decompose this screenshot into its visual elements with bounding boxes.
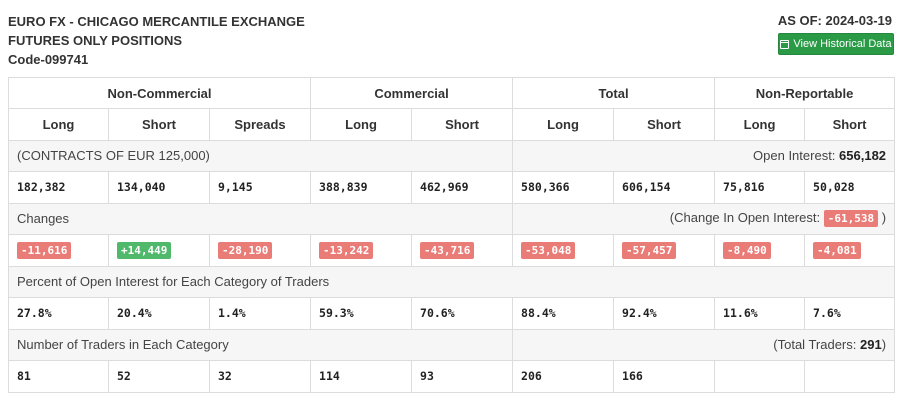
total-traders-close: ) <box>881 337 887 353</box>
table-cell: 9,145 <box>208 171 312 204</box>
change-badge: -4,081 <box>813 241 861 259</box>
col-header: Short <box>804 108 896 141</box>
change-open-interest: (Change In Open Interest: -61,538 ) <box>512 202 896 235</box>
change-badge: -43,716 <box>420 241 475 259</box>
col-header: Long <box>714 108 806 141</box>
col-header: Short <box>108 108 210 141</box>
col-header: Long <box>8 108 109 141</box>
group-noncommercial: Non-Commercial <box>7 77 312 109</box>
table-cell: -43,716 <box>411 234 514 267</box>
changes-section-row: Changes (Change In Open Interest: -61,53… <box>7 202 896 235</box>
traders-row: 81 52 32 114 93 206 166 <box>8 360 896 393</box>
table-cell: 388,839 <box>310 171 413 204</box>
traders-label: Number of Traders in Each Category <box>7 328 514 361</box>
changes-row: -11,616 +14,449 -28,190 -13,242 -43,716 … <box>8 234 896 267</box>
group-total: Total <box>512 77 716 109</box>
table-cell: 114 <box>310 360 413 393</box>
table-cell: 27.8% <box>8 297 109 330</box>
contract-code: Code-099741 <box>8 52 89 67</box>
table-cell <box>714 360 806 393</box>
table-cell: 52 <box>108 360 210 393</box>
title-line-1: EURO FX - CHICAGO MERCANTILE EXCHANGE <box>8 14 305 29</box>
table-cell: -53,048 <box>512 234 615 267</box>
table-cell: 580,366 <box>512 171 615 204</box>
table-cell: -13,242 <box>310 234 413 267</box>
change-badge: -28,190 <box>218 241 273 259</box>
total-traders-value: 291 <box>860 337 882 353</box>
change-badge: -11,616 <box>17 241 72 259</box>
positions-row: 182,382 134,040 9,145 388,839 462,969 58… <box>8 171 896 204</box>
group-commercial: Commercial <box>310 77 514 109</box>
change-oi-badge: -61,538 <box>823 210 879 228</box>
table-cell: 20.4% <box>108 297 210 330</box>
table-cell: -8,490 <box>714 234 806 267</box>
table-cell: 182,382 <box>8 171 109 204</box>
table-cell: 134,040 <box>108 171 210 204</box>
open-interest-value: 656,182 <box>839 148 887 164</box>
col-header: Short <box>613 108 716 141</box>
change-badge: -53,048 <box>521 241 576 259</box>
change-badge: -13,242 <box>319 241 374 259</box>
change-badge: -57,457 <box>622 241 677 259</box>
as-of-date: AS OF: 2024-03-19 <box>777 13 892 28</box>
table-cell: 93 <box>411 360 514 393</box>
col-header: Long <box>310 108 413 141</box>
changes-label: Changes <box>7 202 514 235</box>
open-interest-label: Open Interest: <box>753 148 836 164</box>
open-interest: Open Interest: 656,182 <box>512 139 896 172</box>
title-line-2: FUTURES ONLY POSITIONS <box>8 33 183 48</box>
table-cell: 70.6% <box>411 297 514 330</box>
report-header: EURO FX - CHICAGO MERCANTILE EXCHANGE FU… <box>0 0 900 76</box>
table-cell: -57,457 <box>613 234 716 267</box>
percent-section-row: Percent of Open Interest for Each Catego… <box>7 265 896 298</box>
report-title: EURO FX - CHICAGO MERCANTILE EXCHANGE FU… <box>8 12 305 69</box>
table-cell: 32 <box>208 360 312 393</box>
contracts-label: (CONTRACTS OF EUR 125,000) <box>7 139 514 172</box>
table-cell: -4,081 <box>804 234 896 267</box>
group-nonreportable: Non-Reportable <box>714 77 896 109</box>
table-cell <box>804 360 896 393</box>
total-traders-label: (Total Traders: <box>773 337 857 353</box>
table-cell: +14,449 <box>108 234 210 267</box>
table-cell: 206 <box>512 360 615 393</box>
table-cell: 92.4% <box>613 297 716 330</box>
table-cell: 59.3% <box>310 297 413 330</box>
table-cell: 606,154 <box>613 171 716 204</box>
table-cell: 50,028 <box>804 171 896 204</box>
traders-section-row: Number of Traders in Each Category (Tota… <box>7 328 896 361</box>
table-cell: 1.4% <box>208 297 312 330</box>
view-historical-data-label: View Historical Data <box>793 38 892 50</box>
total-traders: (Total Traders: 291) <box>512 328 896 361</box>
table-cell: 7.6% <box>804 297 896 330</box>
col-header: Long <box>512 108 615 141</box>
change-badge: -8,490 <box>723 241 771 259</box>
change-oi-close: ) <box>881 210 887 226</box>
col-header: Short <box>411 108 514 141</box>
table-cell: 11.6% <box>714 297 806 330</box>
table-cell: 81 <box>8 360 109 393</box>
table-cell: -11,616 <box>8 234 109 267</box>
group-header-row: Non-Commercial Commercial Total Non-Repo… <box>7 77 896 109</box>
table-cell: 75,816 <box>714 171 806 204</box>
view-historical-data-button[interactable]: View Historical Data <box>778 33 894 55</box>
percent-label: Percent of Open Interest for Each Catego… <box>7 265 896 298</box>
table-cell: 166 <box>613 360 716 393</box>
percent-row: 27.8% 20.4% 1.4% 59.3% 70.6% 88.4% 92.4%… <box>8 297 896 330</box>
table-cell: 462,969 <box>411 171 514 204</box>
change-oi-label: (Change In Open Interest: <box>669 210 821 226</box>
col-header: Spreads <box>208 108 312 141</box>
table-cell: -28,190 <box>208 234 312 267</box>
table-cell: 88.4% <box>512 297 615 330</box>
cot-positions-table: Non-Commercial Commercial Total Non-Repo… <box>7 77 896 393</box>
contracts-section-row: (CONTRACTS OF EUR 125,000) Open Interest… <box>7 139 896 172</box>
subheader-row: Long Short Spreads Long Short Long Short… <box>8 108 896 141</box>
calendar-icon <box>780 39 790 49</box>
change-badge: +14,449 <box>117 241 172 259</box>
